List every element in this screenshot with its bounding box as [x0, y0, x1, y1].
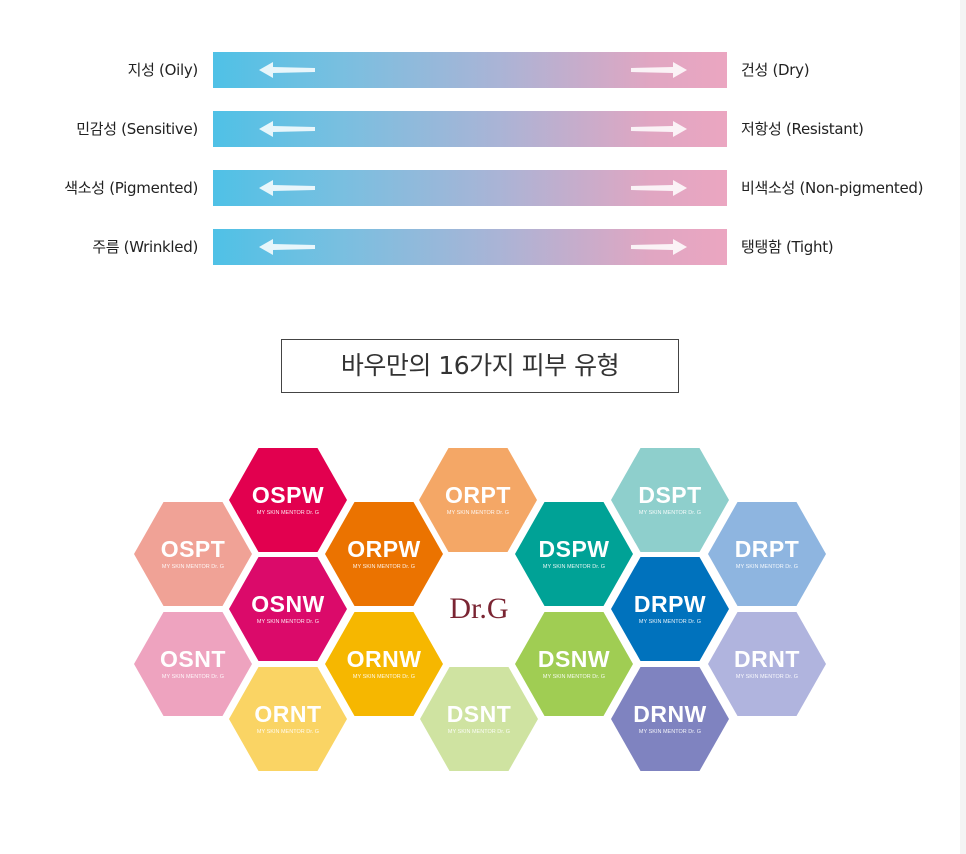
- hex-tagline: MY SKIN MENTOR Dr. G: [638, 729, 702, 735]
- scale-right-label: 비색소성 (Non-pigmented): [741, 179, 924, 197]
- scale-gradient-bar: [213, 229, 727, 265]
- hex-type-dspt: DSPT MY SKIN MENTOR Dr. G: [611, 448, 729, 552]
- hex-code: DRPW: [633, 591, 707, 617]
- hex-tagline: MY SKIN MENTOR Dr. G: [256, 619, 320, 625]
- hex-type-drpw: DRPW MY SKIN MENTOR Dr. G: [611, 557, 729, 661]
- arrow-left-icon: [259, 121, 315, 137]
- hex-type-osnt: OSNT MY SKIN MENTOR Dr. G: [134, 612, 252, 716]
- hex-type-dsnt: DSNT MY SKIN MENTOR Dr. G: [420, 667, 538, 771]
- hex-tagline: MY SKIN MENTOR Dr. G: [638, 510, 702, 516]
- hex-tagline: MY SKIN MENTOR Dr. G: [735, 564, 799, 570]
- hex-code: OSNW: [251, 591, 325, 617]
- scale-left-label: 색소성 (Pigmented): [64, 179, 198, 197]
- scale-row-pigmented-nonpigmented: 색소성 (Pigmented) 비색소성 (Non-pigmented): [0, 170, 966, 206]
- hex-type-ornt: ORNT MY SKIN MENTOR Dr. G: [229, 667, 347, 771]
- hex-type-osnw: OSNW MY SKIN MENTOR Dr. G: [229, 557, 347, 661]
- scale-right-label: 저항성 (Resistant): [741, 120, 864, 138]
- hex-type-dspw: DSPW MY SKIN MENTOR Dr. G: [515, 502, 633, 606]
- hex-tagline: MY SKIN MENTOR Dr. G: [256, 729, 320, 735]
- arrow-left-icon: [259, 62, 315, 78]
- brand-logo: Dr.G: [449, 592, 509, 625]
- scale-left-label: 민감성 (Sensitive): [76, 120, 198, 138]
- scale-row-oily-dry: 지성 (Oily) 건성 (Dry): [0, 52, 966, 88]
- hex-tagline: MY SKIN MENTOR Dr. G: [735, 674, 799, 680]
- hex-type-orpt: ORPT MY SKIN MENTOR Dr. G: [419, 448, 537, 552]
- hex-code: DSNT: [446, 701, 512, 727]
- arrow-right-icon: [631, 121, 687, 137]
- hex-logo: Dr.G: [420, 557, 538, 661]
- hex-tagline: MY SKIN MENTOR Dr. G: [256, 510, 320, 516]
- hex-type-drnt: DRNT MY SKIN MENTOR Dr. G: [708, 612, 826, 716]
- hex-type-drnw: DRNW MY SKIN MENTOR Dr. G: [611, 667, 729, 771]
- hex-type-ospw: OSPW MY SKIN MENTOR Dr. G: [229, 448, 347, 552]
- hex-type-ornw: ORNW MY SKIN MENTOR Dr. G: [325, 612, 443, 716]
- hex-tagline: MY SKIN MENTOR Dr. G: [542, 674, 606, 680]
- hex-code: DRNT: [734, 646, 800, 672]
- hex-type-ospt: OSPT MY SKIN MENTOR Dr. G: [134, 502, 252, 606]
- page-edge-strip: [960, 0, 966, 854]
- hex-type-dsnw: DSNW MY SKIN MENTOR Dr. G: [515, 612, 633, 716]
- hex-code: OSPT: [160, 536, 226, 562]
- scale-left-label: 지성 (Oily): [127, 61, 199, 79]
- scale-gradient-bar: [213, 52, 727, 88]
- hex-code: ORNT: [254, 701, 322, 727]
- scale-left-label: 주름 (Wrinkled): [92, 238, 198, 256]
- hex-tagline: MY SKIN MENTOR Dr. G: [638, 619, 702, 625]
- hex-code: DRNW: [633, 701, 707, 727]
- arrow-right-icon: [631, 239, 687, 255]
- hex-code: DSPT: [638, 482, 702, 508]
- hex-tagline: MY SKIN MENTOR Dr. G: [446, 510, 510, 516]
- hex-code: ORNW: [346, 646, 422, 672]
- hex-code: OSNT: [160, 646, 226, 672]
- arrow-right-icon: [631, 180, 687, 196]
- hex-code: DSNW: [537, 646, 611, 672]
- section-title: 바우만의 16가지 피부 유형: [281, 339, 679, 393]
- hex-code: OSPW: [251, 482, 325, 508]
- arrow-left-icon: [259, 239, 315, 255]
- hex-code: ORPT: [445, 482, 511, 508]
- arrow-right-icon: [631, 62, 687, 78]
- hex-code: DRPT: [734, 536, 800, 562]
- scale-right-label: 건성 (Dry): [741, 61, 810, 79]
- hex-code: ORPW: [347, 536, 421, 562]
- scale-gradient-bar: [213, 111, 727, 147]
- scale-gradient-bar: [213, 170, 727, 206]
- hex-tagline: MY SKIN MENTOR Dr. G: [542, 564, 606, 570]
- hex-type-orpw: ORPW MY SKIN MENTOR Dr. G: [325, 502, 443, 606]
- hex-code: DSPW: [538, 536, 610, 562]
- hex-tagline: MY SKIN MENTOR Dr. G: [352, 564, 416, 570]
- hex-tagline: MY SKIN MENTOR Dr. G: [447, 729, 511, 735]
- hex-tagline: MY SKIN MENTOR Dr. G: [161, 564, 225, 570]
- arrow-left-icon: [259, 180, 315, 196]
- scale-row-sensitive-resistant: 민감성 (Sensitive) 저항성 (Resistant): [0, 111, 966, 147]
- hex-tagline: MY SKIN MENTOR Dr. G: [352, 674, 416, 680]
- scale-row-wrinkled-tight: 주름 (Wrinkled) 탱탱함 (Tight): [0, 229, 966, 265]
- scale-right-label: 탱탱함 (Tight): [741, 238, 834, 256]
- hex-tagline: MY SKIN MENTOR Dr. G: [161, 674, 225, 680]
- hex-type-drpt: DRPT MY SKIN MENTOR Dr. G: [708, 502, 826, 606]
